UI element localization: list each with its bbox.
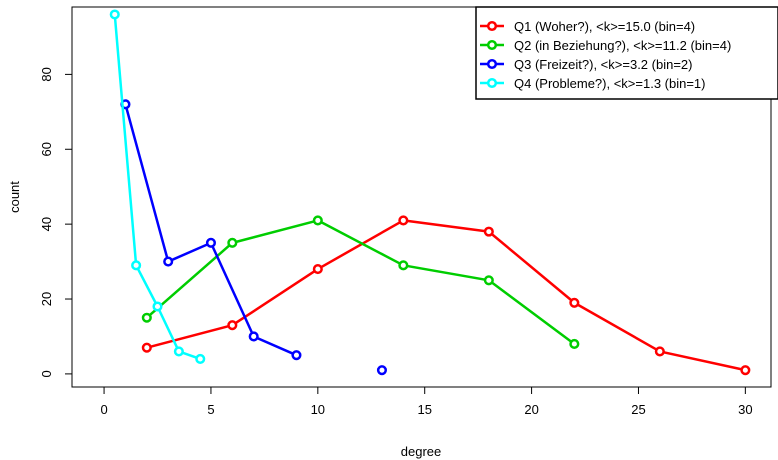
series-2-point [227,237,238,248]
x-tick-label: 5 [207,402,214,417]
series-3-point [291,350,302,361]
legend-swatch-marker [486,39,498,51]
legend-swatch-marker [486,77,498,89]
series-2-line [145,219,576,345]
series-1-point [312,264,323,275]
x-tick-label: 15 [417,402,431,417]
series-1-point [569,297,580,308]
series-4-point [173,346,184,357]
series-4 [109,9,206,364]
series-3 [120,99,388,376]
legend-entry-2: Q2 (in Beziehung?), <k>=11.2 (bin=4) [480,38,731,53]
legend-label: Q2 (in Beziehung?), <k>=11.2 (bin=4) [514,38,731,53]
legend-swatch-marker [486,58,498,70]
legend-box [475,6,778,100]
legend-entry-4: Q4 (Probleme?), <k>=1.3 (bin=1) [480,76,706,91]
series-4-point [109,9,120,20]
series-1-point [740,365,751,376]
series-2 [141,215,580,349]
y-tick-label: 40 [39,217,54,231]
legend-label: Q3 (Freizeit?), <k>=3.2 (bin=2) [514,57,692,72]
legend: Q1 (Woher?), <k>=15.0 (bin=4) Q2 (in Bezi… [475,6,778,100]
legend-label: Q4 (Probleme?), <k>=1.3 (bin=1) [514,76,706,91]
series-1-point [227,320,238,331]
x-axis: 0 5 10 15 20 25 30 [100,386,753,417]
series-2-point [141,312,152,323]
x-axis-label: degree [401,444,441,459]
series-2-point [569,338,580,349]
legend-entry-3: Q3 (Freizeit?), <k>=3.2 (bin=2) [480,57,692,72]
y-tick-label: 0 [39,370,54,377]
x-tick-label: 20 [524,402,538,417]
series-1 [141,215,751,376]
x-tick-label: 25 [631,402,645,417]
y-axis-label: count [7,181,22,213]
series-2-point [483,275,494,286]
series-4-point [195,353,206,364]
series-4-point [152,301,163,312]
series-3-point [376,365,388,376]
x-tick-label: 30 [738,402,752,417]
legend-entry-1: Q1 (Woher?), <k>=15.0 (bin=4) [480,19,695,34]
y-tick-label: 60 [39,142,54,156]
series-2-point [312,215,323,226]
series-1-point [141,342,152,353]
series-2-point [398,260,409,271]
series-3-point [205,237,216,248]
series-1-point [483,226,494,237]
series-1-point [654,346,665,357]
series-3-point [163,256,174,267]
series-layer [109,9,751,376]
legend-swatch-marker [486,20,498,32]
x-tick-label: 0 [100,402,107,417]
legend-label: Q1 (Woher?), <k>=15.0 (bin=4) [514,19,695,34]
series-1-point [398,215,409,226]
series-3-point [248,331,259,342]
series-4-point [131,260,142,271]
y-axis: 0 20 40 60 80 [39,67,73,378]
x-tick-label: 10 [311,402,325,417]
series-1-line [146,219,746,372]
y-tick-label: 20 [39,292,54,306]
y-tick-label: 80 [39,67,54,81]
